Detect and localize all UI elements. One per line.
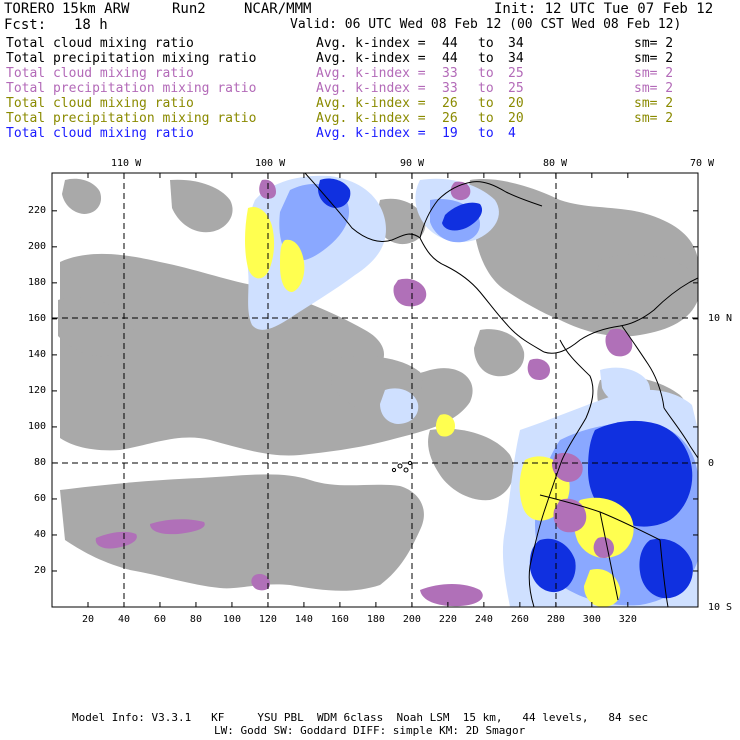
field-smoothing: sm= 2 [634, 36, 674, 51]
coastline [304, 173, 698, 607]
field-name: Total cloud mixing ratio [6, 36, 194, 51]
y-tick-label: 40 [33, 528, 46, 540]
lat-label: 10 S [708, 602, 733, 613]
field-name: Total precipitation mixing ratio [6, 111, 257, 126]
field-k-to: to [478, 66, 494, 81]
y-tick-label: 120 [27, 384, 46, 396]
y-tick-label: 220 [27, 204, 46, 216]
y-tick-label: 20 [33, 564, 46, 576]
axis-ticks [52, 173, 698, 607]
field-k-end: 25 [508, 66, 524, 81]
x-tick-label: 140 [294, 614, 313, 625]
field-k-to: to [478, 81, 494, 96]
model-run: Run2 [172, 1, 206, 17]
y-tick-label: 180 [27, 276, 46, 288]
map-frame [51, 172, 699, 608]
field-smoothing: sm= 2 [634, 96, 674, 111]
field-k-end: 34 [508, 36, 524, 51]
x-tick-label: 240 [474, 614, 493, 625]
field-avg-label: Avg. k-index = [316, 51, 426, 66]
model-physics: LW: Godd SW: Goddard DIFF: simple KM: 2D… [214, 724, 526, 737]
field-k-start: 19 [442, 126, 458, 141]
field-name: Total precipitation mixing ratio [6, 81, 257, 96]
field-k-to: to [478, 126, 494, 141]
x-tick-label: 120 [258, 614, 277, 625]
lat-lon-grid [52, 173, 698, 607]
lon-label: 90 W [400, 158, 425, 169]
field-name: Total cloud mixing ratio [6, 126, 194, 141]
model-resolution: 15km ARW [62, 1, 130, 17]
field-k-start: 33 [442, 66, 458, 81]
y-tick-label: 80 [33, 456, 46, 468]
field-k-start: 26 [442, 111, 458, 126]
x-tick-label: 320 [618, 614, 637, 625]
x-tick-label: 200 [402, 614, 421, 625]
field-k-to: to [478, 111, 494, 126]
x-tick-label: 220 [438, 614, 457, 625]
field-k-end: 4 [508, 126, 516, 141]
model-name: TORERO [4, 1, 55, 17]
lat-label: 10 N [708, 313, 733, 324]
x-tick-label: 20 [81, 614, 94, 625]
field-avg-label: Avg. k-index = [316, 126, 426, 141]
x-tick-label: 60 [153, 614, 166, 625]
lon-label: 70 W [690, 158, 715, 169]
precip-field-dark-blue [318, 178, 693, 599]
x-tick-label: 260 [510, 614, 529, 625]
field-avg-label: Avg. k-index = [316, 96, 426, 111]
field-k-start: 33 [442, 81, 458, 96]
field-smoothing: sm= 2 [634, 111, 674, 126]
y-tick-label: 200 [27, 240, 46, 252]
forecast-label: Fcst: [4, 17, 47, 33]
field-avg-label: Avg. k-index = [316, 81, 426, 96]
x-tick-label: 80 [189, 614, 202, 625]
field-avg-label: Avg. k-index = [316, 36, 426, 51]
field-k-start: 44 [442, 51, 458, 66]
x-tick-label: 280 [546, 614, 565, 625]
field-k-start: 26 [442, 96, 458, 111]
field-k-start: 44 [442, 36, 458, 51]
x-tick-label: 40 [117, 614, 130, 625]
field-k-end: 34 [508, 51, 524, 66]
y-tick-label: 160 [27, 312, 46, 324]
field-name: Total cloud mixing ratio [6, 96, 194, 111]
lon-label: 100 W [255, 158, 286, 169]
field-smoothing: sm= 2 [634, 66, 674, 81]
field-k-to: to [478, 36, 494, 51]
field-avg-label: Avg. k-index = [316, 111, 426, 126]
model-info: Model Info: V3.3.1 KF YSU PBL WDM 6class… [72, 711, 649, 724]
field-avg-label: Avg. k-index = [316, 66, 426, 81]
precip-field-purple [95, 179, 633, 607]
field-smoothing: sm= 2 [634, 81, 674, 96]
x-tick-label: 300 [582, 614, 601, 625]
init-time: Init: 12 UTC Tue 07 Feb 12 [494, 1, 714, 17]
field-k-end: 20 [508, 111, 524, 126]
field-k-to: to [478, 51, 494, 66]
field-name: Total precipitation mixing ratio [6, 51, 257, 66]
x-tick-label: 100 [222, 614, 241, 625]
lon-label: 80 W [543, 158, 568, 169]
field-k-to: to [478, 96, 494, 111]
y-tick-label: 60 [33, 492, 46, 504]
field-k-end: 20 [508, 96, 524, 111]
valid-time: Valid: 06 UTC Wed 08 Feb 12 (00 CST Wed … [290, 17, 682, 32]
lat-label: 0 [708, 458, 715, 469]
field-smoothing: sm= 2 [634, 51, 674, 66]
model-org: NCAR/MMM [244, 1, 312, 17]
lon-label: 110 W [111, 158, 142, 169]
x-tick-label: 180 [366, 614, 385, 625]
y-tick-label: 140 [27, 348, 46, 360]
x-tick-label: 160 [330, 614, 349, 625]
field-name: Total cloud mixing ratio [6, 66, 194, 81]
field-k-end: 25 [508, 81, 524, 96]
y-tick-label: 100 [27, 420, 46, 432]
forecast-hour: 18 h [74, 17, 108, 33]
